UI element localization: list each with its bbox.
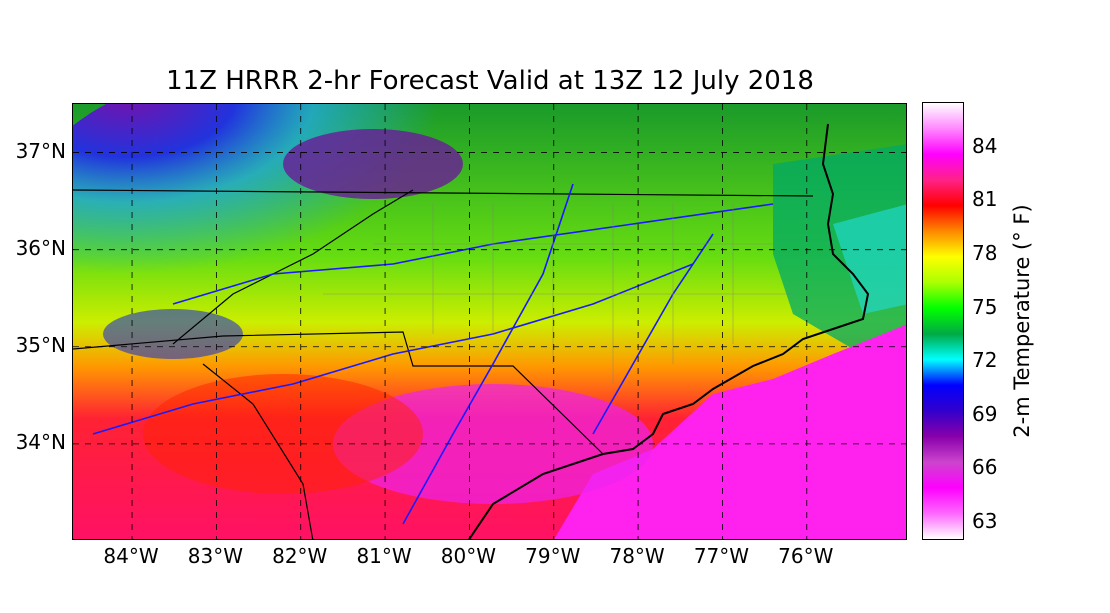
colorbar-tick-label: 81 — [972, 187, 998, 212]
colorbar-tick-label: 78 — [972, 240, 998, 265]
map-panel[interactable] — [72, 103, 907, 540]
colorbar-tick-label: 63 — [972, 509, 998, 534]
state-border-va-nc — [73, 189, 814, 197]
longitude-label: 80°W — [440, 544, 497, 568]
road — [92, 263, 694, 435]
cold-ridge-purple — [283, 129, 463, 199]
cold-ridge-blue — [103, 309, 243, 359]
state-border-tn-nc — [172, 189, 414, 345]
lat-lon-grid — [73, 104, 906, 539]
warm-ocean-magenta — [554, 324, 906, 539]
longitude-label: 76°W — [778, 544, 834, 568]
latitude-label: 37°N — [15, 138, 66, 163]
longitude-label: 81°W — [356, 544, 412, 568]
map-title: 11Z HRRR 2-hr Forecast Valid at 13Z 12 J… — [166, 66, 814, 96]
state-border-nc-sc — [73, 331, 604, 455]
colorbar — [922, 102, 964, 540]
longitude-label: 77°W — [693, 544, 750, 568]
offshore-cyan — [833, 204, 906, 314]
coastline — [468, 123, 870, 539]
longitude-label: 82°W — [272, 544, 328, 568]
warm-inland-red — [143, 374, 423, 494]
road — [172, 203, 774, 305]
latitude-label: 34°N — [15, 429, 66, 454]
temperature-map — [73, 104, 906, 539]
colorbar-tick-label: 69 — [972, 401, 998, 426]
colorbar-tick-label: 66 — [972, 455, 998, 480]
colorbar-tick-label: 84 — [972, 133, 998, 158]
latitude-label: 36°N — [15, 235, 66, 260]
colorbar-label: 2-m Temperature (° F) — [1010, 204, 1034, 438]
latitude-label: 35°N — [15, 332, 66, 357]
colorbar-tick-label: 72 — [972, 348, 998, 373]
longitude-label: 79°W — [525, 544, 581, 568]
road — [592, 233, 714, 435]
colorbar-tick-label: 75 — [972, 294, 998, 319]
longitude-label: 78°W — [609, 544, 665, 568]
county-lines — [323, 204, 793, 384]
longitude-label: 83°W — [187, 544, 243, 568]
longitude-label: 84°W — [103, 544, 159, 568]
